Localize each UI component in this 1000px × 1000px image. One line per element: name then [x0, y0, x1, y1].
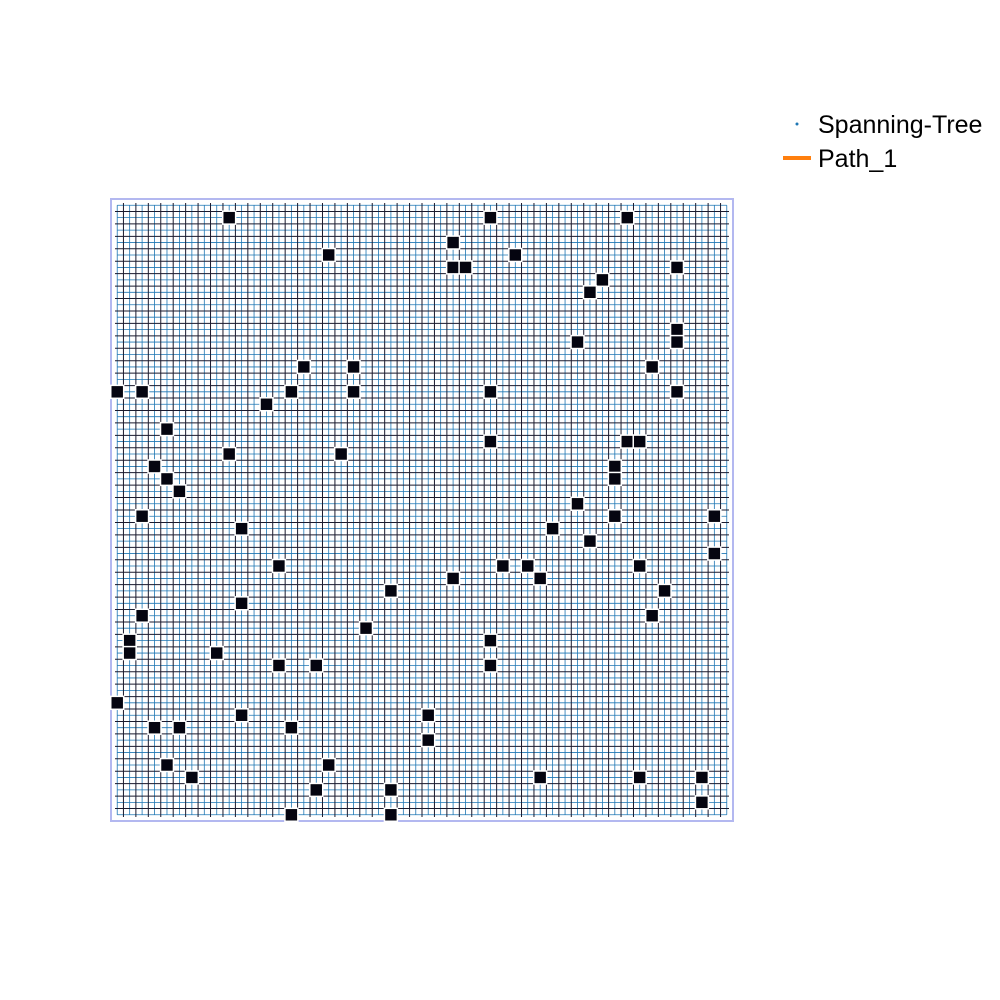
legend-item-path-1: Path_1 — [783, 145, 897, 173]
obstacle-cell — [161, 473, 172, 484]
obstacle-cell — [609, 511, 620, 522]
obstacle-cell — [360, 622, 371, 633]
obstacle-cell — [311, 784, 322, 795]
grid-lines — [115, 203, 729, 817]
obstacle-cell — [460, 262, 471, 273]
obstacle-cell — [286, 809, 297, 820]
grid-cell-edges — [115, 203, 729, 817]
obstacle-cell — [709, 511, 720, 522]
legend: Spanning-Tree Path_1 — [783, 111, 982, 173]
obstacle-cell — [485, 386, 496, 397]
obstacle-cell — [696, 772, 707, 783]
obstacle-cell — [609, 461, 620, 472]
obstacle-cell — [223, 448, 234, 459]
obstacle-cell — [286, 722, 297, 733]
obstacle-cell — [136, 386, 147, 397]
obstacle-cell — [348, 361, 359, 372]
obstacle-cell — [211, 647, 222, 658]
obstacle-cell — [646, 361, 657, 372]
obstacle-cell — [584, 287, 595, 298]
obstacle-cell — [323, 249, 334, 260]
obstacle-cell — [273, 560, 284, 571]
obstacle-cell — [112, 697, 123, 708]
obstacle-cell — [236, 710, 247, 721]
legend-item-spanning-tree: Spanning-Tree — [796, 111, 983, 139]
obstacle-cell — [622, 212, 633, 223]
obstacle-cell — [124, 647, 135, 658]
obstacle-cell — [385, 784, 396, 795]
obstacle-cell — [348, 386, 359, 397]
obstacle-cell — [597, 274, 608, 285]
obstacle-cell — [236, 598, 247, 609]
grid-area — [110, 199, 733, 822]
obstacle-cell — [112, 386, 123, 397]
obstacle-cell — [572, 336, 583, 347]
obstacle-cell — [485, 660, 496, 671]
obstacle-cell — [161, 423, 172, 434]
obstacle-cell — [298, 361, 309, 372]
obstacle-cell — [149, 461, 160, 472]
obstacle-cell — [186, 772, 197, 783]
obstacle-cell — [223, 212, 234, 223]
obstacle-cell — [534, 772, 545, 783]
obstacle-cell — [485, 212, 496, 223]
obstacle-cell — [572, 498, 583, 509]
obstacle-cell — [671, 324, 682, 335]
obstacle-cell — [385, 585, 396, 596]
obstacle-cell — [124, 635, 135, 646]
obstacle-cell — [423, 734, 434, 745]
obstacle-cell — [385, 809, 396, 820]
obstacle-cell — [510, 249, 521, 260]
obstacle-cell — [534, 573, 545, 584]
obstacle-cell — [622, 436, 633, 447]
obstacle-cell — [485, 635, 496, 646]
legend-label-path-1: Path_1 — [818, 145, 897, 173]
obstacle-cell — [423, 710, 434, 721]
obstacle-cell — [136, 610, 147, 621]
obstacle-cell — [335, 448, 346, 459]
obstacle-cell — [236, 523, 247, 534]
obstacle-cell — [671, 336, 682, 347]
obstacle-cell — [497, 560, 508, 571]
obstacle-cell — [485, 436, 496, 447]
obstacle-cell — [547, 523, 558, 534]
obstacle-cell — [634, 436, 645, 447]
obstacle-cell — [286, 386, 297, 397]
obstacle-cell — [584, 535, 595, 546]
obstacle-cell — [696, 797, 707, 808]
obstacle-cell — [709, 548, 720, 559]
obstacle-cell — [261, 399, 272, 410]
obstacle-cell — [522, 560, 533, 571]
obstacle-cell — [149, 722, 160, 733]
obstacle-cell — [161, 759, 172, 770]
obstacle-cell — [174, 486, 185, 497]
obstacle-cell — [447, 237, 458, 248]
obstacle-cell — [609, 473, 620, 484]
obstacle-cell — [447, 573, 458, 584]
obstacle-cell — [447, 262, 458, 273]
obstacle-cell — [671, 262, 682, 273]
obstacle-cell — [311, 660, 322, 671]
legend-label-spanning-tree: Spanning-Tree — [818, 111, 982, 139]
obstacle-cell — [323, 759, 334, 770]
obstacle-cell — [646, 610, 657, 621]
obstacle-cell — [659, 585, 670, 596]
obstacle-cell — [136, 511, 147, 522]
obstacle-cell — [174, 722, 185, 733]
obstacle-cell — [634, 772, 645, 783]
obstacle-cell — [671, 386, 682, 397]
obstacle-cell — [634, 560, 645, 571]
obstacle-cell — [273, 660, 284, 671]
legend-dot-marker — [796, 123, 799, 126]
